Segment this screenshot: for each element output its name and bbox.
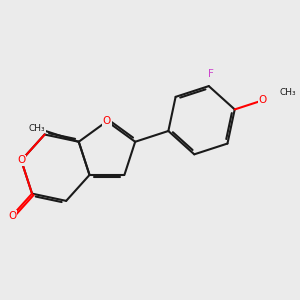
Text: O: O [17, 155, 26, 165]
Text: CH₃: CH₃ [29, 124, 46, 133]
Text: O: O [8, 211, 16, 221]
Text: O: O [259, 95, 267, 105]
Text: O: O [103, 116, 111, 126]
Text: CH₃: CH₃ [280, 88, 296, 97]
Text: F: F [208, 69, 214, 79]
